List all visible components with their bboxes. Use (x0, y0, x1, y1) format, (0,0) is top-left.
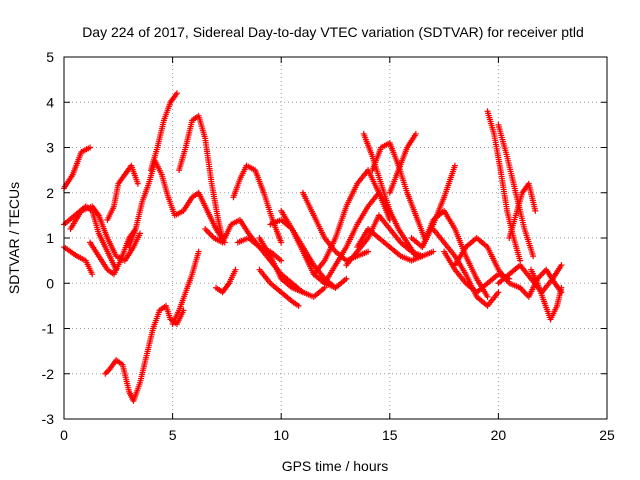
y-tick-label: -1 (42, 321, 55, 337)
data-point (451, 162, 458, 169)
y-tick-label: -3 (42, 411, 55, 427)
data-track (234, 235, 306, 296)
data-point (278, 239, 285, 246)
data-point (278, 257, 285, 264)
data-track (484, 108, 524, 264)
data-point (558, 284, 565, 291)
y-tick-label: 1 (46, 230, 54, 246)
x-tick-label: 10 (273, 427, 289, 443)
data-track (67, 203, 144, 264)
x-axis-label: GPS time / hours (282, 458, 389, 474)
data-point (343, 275, 350, 282)
x-tick-label: 5 (169, 427, 177, 443)
data-point (137, 230, 144, 237)
x-tick-label: 25 (599, 427, 615, 443)
data-point (232, 266, 239, 273)
y-tick-label: 4 (46, 94, 54, 110)
data-track (61, 144, 94, 192)
data-point (430, 248, 437, 255)
data-track (299, 189, 372, 264)
data-point (295, 302, 302, 309)
data-track (451, 235, 524, 291)
data-point (532, 207, 539, 214)
axis-ticks: 0 5 10 15 20 25 -3 -2 -1 0 1 2 3 4 5 (42, 49, 615, 443)
data-point (87, 144, 94, 151)
data-track (419, 207, 491, 300)
chart-title: Day 224 of 2017, Sidereal Day-to-day VTE… (82, 24, 584, 40)
data-points (61, 90, 565, 404)
data-track (506, 180, 539, 241)
data-point (412, 130, 419, 137)
y-tick-label: -2 (42, 366, 55, 382)
data-point (365, 248, 372, 255)
data-point (558, 262, 565, 269)
y-tick-label: 2 (46, 185, 54, 201)
data-point (173, 90, 180, 97)
y-tick-label: 3 (46, 140, 54, 156)
data-point (530, 253, 537, 260)
data-track (230, 162, 285, 246)
data-point (495, 289, 502, 296)
data-point (484, 293, 491, 300)
data-track (354, 225, 437, 264)
y-tick-label: 5 (46, 49, 54, 65)
data-track (256, 235, 328, 300)
data-track (408, 162, 458, 251)
data-track (527, 266, 565, 323)
x-tick-label: 20 (491, 427, 507, 443)
y-axis-label: SDTVAR / TECUs (6, 182, 22, 294)
y-tick-label: 0 (46, 275, 54, 291)
data-track (147, 90, 180, 174)
data-track (369, 139, 428, 241)
data-point (332, 284, 339, 291)
data-track (102, 302, 187, 404)
data-track (430, 225, 502, 309)
x-tick-label: 15 (382, 427, 398, 443)
data-track (104, 162, 141, 223)
data-track (169, 248, 202, 327)
data-track (61, 244, 96, 278)
data-track (386, 130, 419, 196)
data-track (256, 266, 302, 309)
data-track (213, 266, 239, 296)
data-track (176, 112, 226, 241)
x-tick-label: 0 (60, 427, 68, 443)
data-track (278, 207, 339, 291)
data-point (89, 271, 96, 278)
data-point (412, 253, 419, 260)
data-point (195, 248, 202, 255)
data-track (495, 121, 537, 260)
data-point (134, 180, 141, 187)
